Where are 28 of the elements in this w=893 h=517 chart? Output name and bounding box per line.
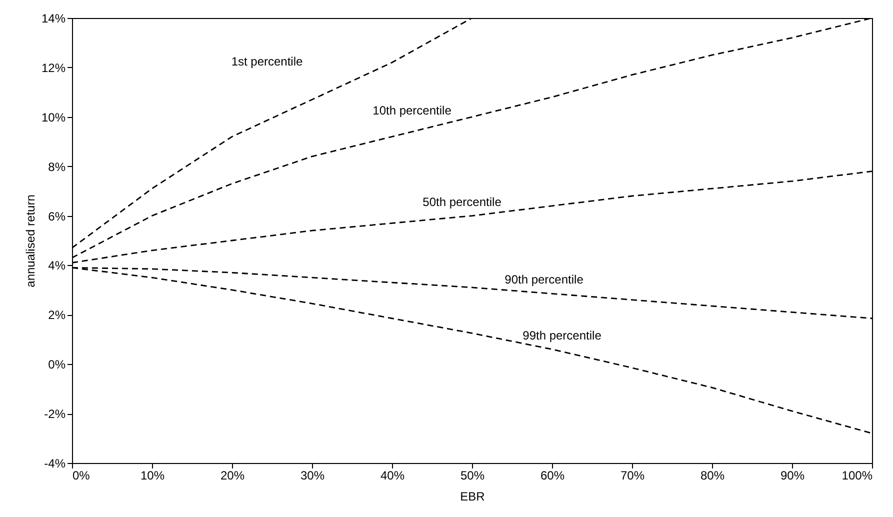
x-tick-label: 50% xyxy=(460,468,485,482)
x-axis-title: EBR xyxy=(460,490,486,504)
series-label: 10th percentile xyxy=(372,104,452,118)
x-tick-label: 80% xyxy=(700,468,725,482)
y-tick-label: 4% xyxy=(48,258,66,273)
x-tick-label: 10% xyxy=(140,468,165,482)
y-axis-title: annualised return xyxy=(23,194,38,288)
series-label: 90th percentile xyxy=(504,272,584,287)
y-tick-label: -4% xyxy=(44,456,66,470)
x-tick-label: 60% xyxy=(540,468,565,482)
x-tick-label: 20% xyxy=(220,468,245,482)
y-tick-label: 0% xyxy=(48,358,66,372)
x-tick-label: 70% xyxy=(620,468,645,482)
y-tick-label: 14% xyxy=(41,12,66,26)
x-tick-label: 30% xyxy=(300,468,325,482)
x-tick-label: 0% xyxy=(72,468,90,482)
series-label: 99th percentile xyxy=(522,328,602,342)
y-tick-label: 10% xyxy=(41,110,66,124)
y-tick-label: 8% xyxy=(48,160,66,174)
y-tick-label: 2% xyxy=(48,308,66,322)
x-tick-label: 90% xyxy=(780,468,805,482)
y-tick-label: 6% xyxy=(48,209,66,224)
text: 1st percentile xyxy=(231,54,304,69)
series-label: 50th percentile xyxy=(422,194,502,209)
y-tick-label: 12% xyxy=(41,60,66,75)
x-tick-label: 100% xyxy=(842,468,873,482)
y-tick-label: -2% xyxy=(44,407,66,422)
x-tick-label: 40% xyxy=(380,468,405,482)
